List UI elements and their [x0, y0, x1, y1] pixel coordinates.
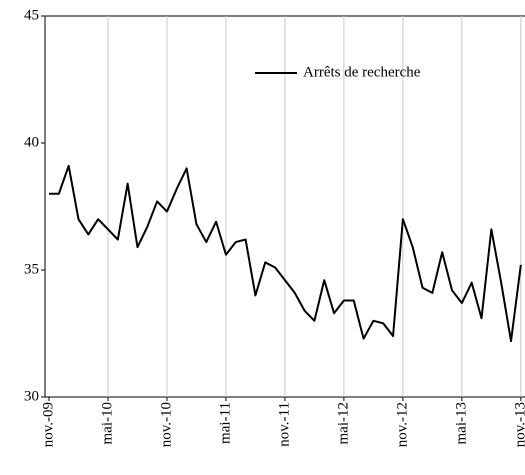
- legend-label: Arrêts de recherche: [303, 64, 421, 80]
- y-tick-label: 30: [24, 388, 39, 404]
- x-tick-label: nov.-10: [158, 402, 174, 447]
- y-tick-label: 35: [24, 261, 39, 277]
- y-tick-label: 40: [24, 134, 39, 150]
- x-tick-label: mai-13: [453, 402, 469, 445]
- x-tick-label: nov.-13: [512, 402, 525, 447]
- y-tick-label: 45: [24, 7, 39, 23]
- x-tick-label: nov.-09: [40, 402, 56, 447]
- x-tick-label: mai-10: [99, 402, 115, 445]
- data-line: [49, 164, 522, 343]
- x-tick-label: nov.-11: [276, 402, 292, 447]
- x-tick-label: nov.-12: [394, 402, 410, 447]
- plot-frame: [44, 15, 525, 398]
- x-tick-label: mai-12: [335, 402, 351, 445]
- x-tick-label: mai-11: [217, 402, 233, 444]
